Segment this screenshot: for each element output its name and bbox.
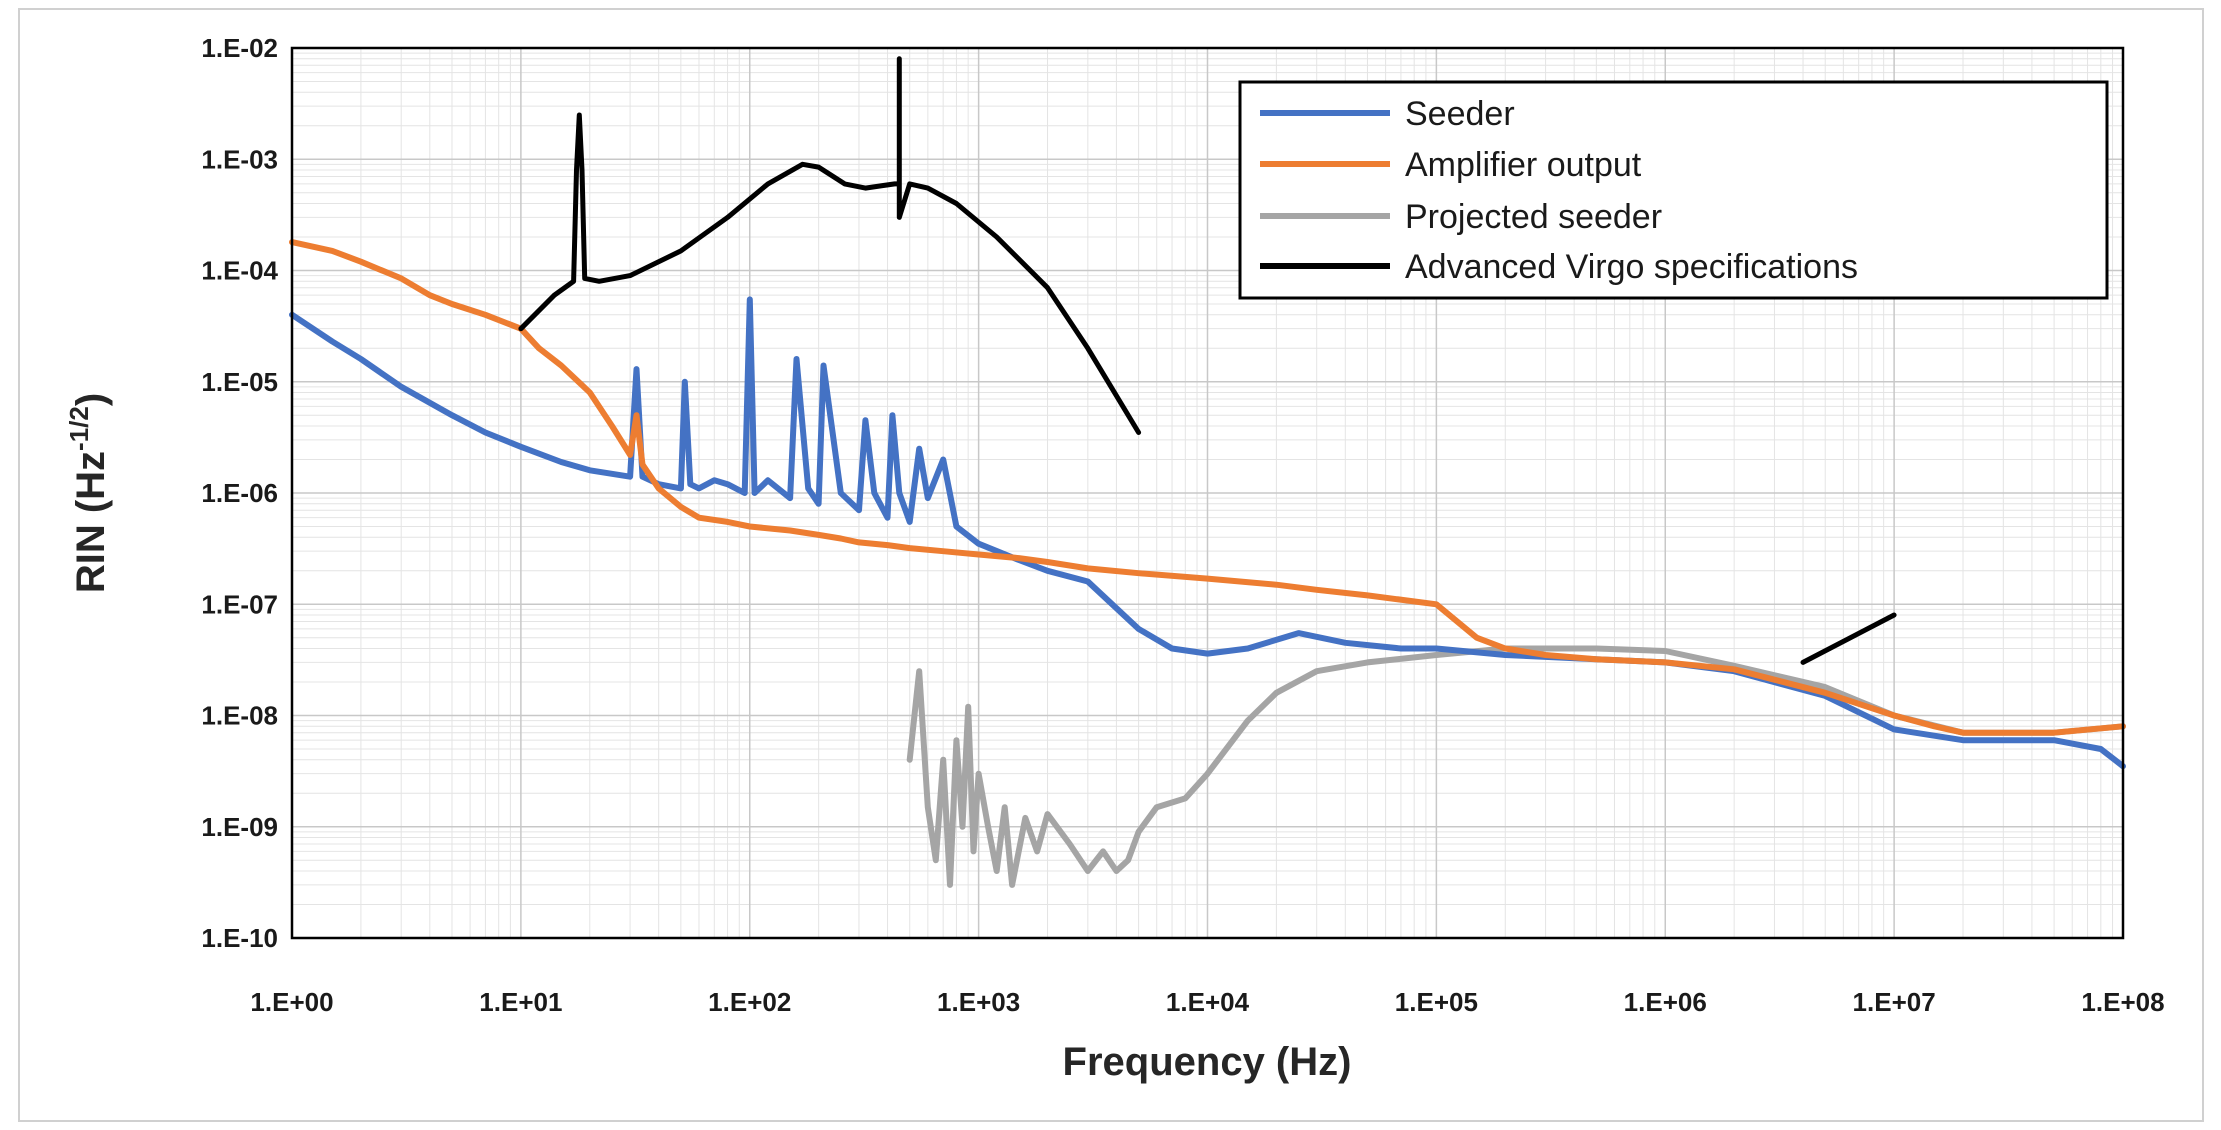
y-axis-title-main: RIN (Hz: [69, 451, 113, 593]
x-tick-label: 1.E+02: [708, 987, 791, 1017]
x-tick-label: 1.E+08: [2081, 987, 2164, 1017]
series-line-advanced-virgo-specifications: [518, 56, 1142, 435]
y-axis-title-superscript: -1/2: [64, 406, 94, 451]
y-tick-label: 1.E-09: [201, 812, 278, 842]
y-axis-title-suffix: ): [69, 393, 113, 406]
x-tick-label: 1.E+03: [937, 987, 1020, 1017]
series-line-seeder: [289, 296, 2126, 770]
y-tick-label: 1.E-02: [201, 33, 278, 63]
series-layer: [289, 56, 2126, 888]
series-line-advanced-virgo-specifications: [1800, 612, 1897, 665]
y-axis-tick-labels: 1.E-02 1.E-03 1.E-04 1.E-05 1.E-06 1.E-07 1.E-…: [201, 33, 278, 953]
y-tick-label: 1.E-03: [201, 144, 278, 174]
series-line-amplifier-output: [289, 239, 2126, 736]
x-axis-tick-labels: 1.E+00 1.E+01 1.E+02 1.E+03 1.E+04 1.E+05 1.E+…: [250, 987, 2164, 1017]
x-tick-label: 1.E+07: [1853, 987, 1936, 1017]
y-axis-title: RIN (Hz-1/2): [64, 393, 113, 593]
y-tick-label: 1.E-08: [201, 701, 278, 731]
x-tick-label: 1.E+01: [479, 987, 562, 1017]
legend: Seeder Amplifier output Projected seeder…: [1238, 80, 2109, 300]
legend-label-amplifier-output: Amplifier output: [1405, 146, 1642, 184]
legend-box: [1238, 80, 2109, 300]
legend-label-advanced-virgo-specifications: Advanced Virgo specifications: [1405, 248, 1858, 286]
legend-label-seeder: Seeder: [1405, 95, 1515, 133]
y-tick-label: 1.E-10: [201, 923, 278, 953]
y-tick-label: 1.E-07: [201, 589, 278, 619]
x-tick-label: 1.E+05: [1395, 987, 1478, 1017]
plot-area-border: [290, 46, 2125, 940]
y-tick-label: 1.E-05: [201, 367, 278, 397]
x-tick-label: 1.E+00: [250, 987, 333, 1017]
x-tick-label: 1.E+04: [1166, 987, 1250, 1017]
y-tick-label: 1.E-04: [201, 256, 278, 286]
x-tick-label: 1.E+06: [1624, 987, 1707, 1017]
y-tick-label: 1.E-06: [201, 478, 278, 508]
legend-label-projected-seeder: Projected seeder: [1405, 198, 1662, 236]
series-line-projected-seeder: [906, 645, 2126, 888]
x-axis-title: Frequency (Hz): [1063, 1040, 1352, 1084]
